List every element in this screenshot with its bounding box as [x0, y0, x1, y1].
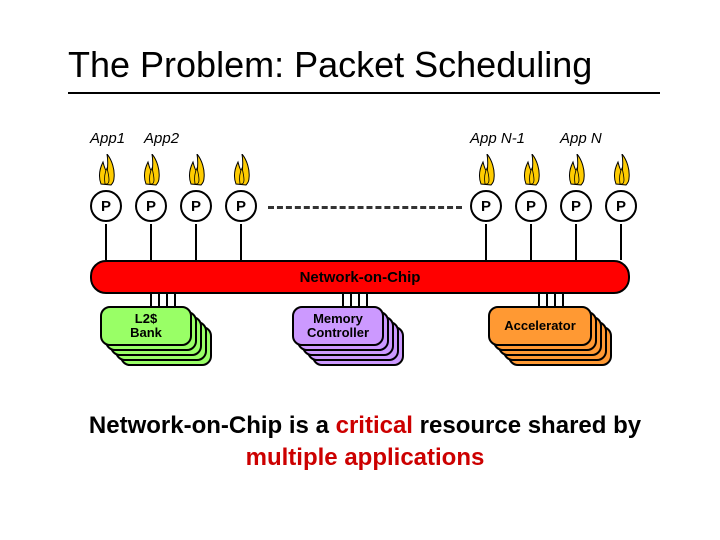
flame-icon [141, 154, 163, 186]
stem [485, 224, 487, 260]
flame-icon [231, 154, 253, 186]
caption-pre: Network-on-Chip is a [89, 412, 336, 439]
diagram: App1 App2 App N-1 App N PPPPPPPP Network… [90, 130, 630, 390]
stem-row [90, 224, 630, 260]
flame-icon [476, 154, 498, 186]
flame-icon [186, 154, 208, 186]
processor-node: P [180, 190, 212, 222]
stem [105, 224, 107, 260]
network-on-chip-bar: Network-on-Chip [90, 260, 630, 294]
app-label-1: App1 [90, 130, 125, 147]
block-row: L2$ Bank Memory Controller Accelerator [90, 306, 630, 364]
processor-node: P [515, 190, 547, 222]
stack-card: Accelerator [488, 306, 592, 346]
flame-row [90, 154, 630, 186]
processor-node: P [560, 190, 592, 222]
flame-icon [566, 154, 588, 186]
stack-card: Memory Controller [292, 306, 384, 346]
stem [150, 224, 152, 260]
stem [240, 224, 242, 260]
processor-node: P [225, 190, 257, 222]
stem [575, 224, 577, 260]
flame-icon [96, 154, 118, 186]
processor-node: P [605, 190, 637, 222]
flame-icon [521, 154, 543, 186]
processor-node: P [90, 190, 122, 222]
stem [620, 224, 622, 260]
slide-title: The Problem: Packet Scheduling [68, 44, 660, 94]
stem [195, 224, 197, 260]
stack-card: L2$ Bank [100, 306, 192, 346]
processor-node: P [470, 190, 502, 222]
app-label-3: App N-1 [470, 130, 525, 147]
caption-hl1: critical [336, 412, 413, 439]
caption-hl2: multiple applications [246, 444, 485, 471]
stem [530, 224, 532, 260]
app-label-4: App N [560, 130, 602, 147]
processor-node: P [135, 190, 167, 222]
caption: Network-on-Chip is a critical resource s… [70, 410, 660, 475]
ellipsis-dash [268, 206, 462, 209]
caption-mid: resource shared by [413, 412, 641, 439]
flame-icon [611, 154, 633, 186]
app-label-2: App2 [144, 130, 179, 147]
app-label-row: App1 App2 App N-1 App N [90, 130, 630, 152]
